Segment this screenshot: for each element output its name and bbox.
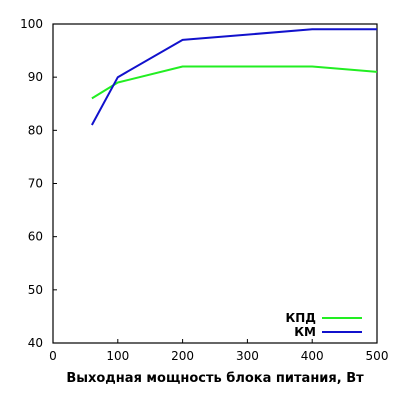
series-line-1 xyxy=(91,65,378,100)
x-tick-label: 300 xyxy=(236,349,259,363)
x-tick-label: 200 xyxy=(171,349,194,363)
y-tick-label: 90 xyxy=(28,70,43,84)
series-lines xyxy=(91,28,378,126)
x-tick-label: 0 xyxy=(49,349,57,363)
plot-frame xyxy=(52,23,378,344)
y-tick-label: 40 xyxy=(28,336,43,350)
x-tick-label: 100 xyxy=(106,349,129,363)
tick-labels: 40 50 60 70 80 90 100 0 100 200 300 400 500 xyxy=(20,17,388,363)
y-tick-label: 60 xyxy=(28,230,43,244)
axes xyxy=(52,23,378,344)
y-tick-label: 100 xyxy=(20,17,43,31)
legend-label: КМ xyxy=(294,325,316,339)
legend-label: КПД xyxy=(285,311,316,325)
y-tick-label: 70 xyxy=(28,177,43,191)
x-tick-label: 400 xyxy=(301,349,324,363)
series-line-2 xyxy=(91,28,377,126)
x-tick-label: 500 xyxy=(366,349,389,363)
y-tick-label: 80 xyxy=(28,123,43,137)
y-tick-label: 50 xyxy=(28,283,43,297)
x-axis-title: Выходная мощность блока питания, Вт xyxy=(66,371,364,386)
